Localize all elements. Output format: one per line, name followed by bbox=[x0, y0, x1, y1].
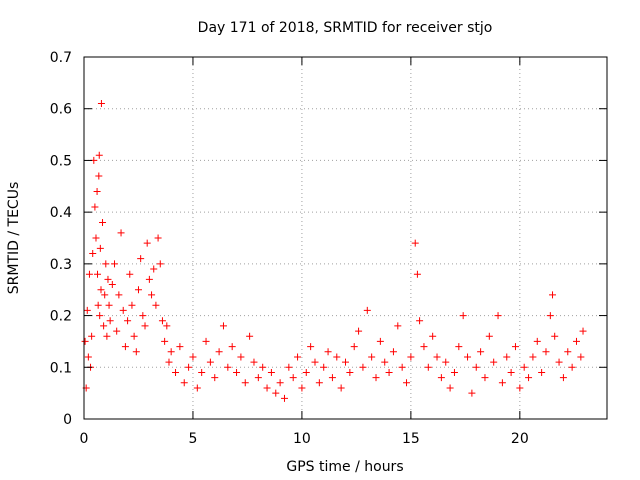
y-tick-label: 0.4 bbox=[50, 205, 72, 221]
x-tick-label: 15 bbox=[402, 431, 420, 447]
y-axis-label: SRMTID / TECUs bbox=[6, 182, 22, 295]
y-tick-label: 0.6 bbox=[50, 102, 72, 118]
y-tick-label: 0.1 bbox=[50, 360, 72, 376]
chart-title: Day 171 of 2018, SRMTID for receiver stj… bbox=[198, 20, 493, 36]
x-tick-label: 0 bbox=[80, 431, 89, 447]
y-tick-label: 0.2 bbox=[50, 309, 72, 325]
x-axis-label: GPS time / hours bbox=[286, 459, 403, 475]
y-tick-label: 0 bbox=[63, 412, 72, 428]
x-tick-label: 5 bbox=[188, 431, 197, 447]
x-tick-label: 10 bbox=[293, 431, 311, 447]
y-tick-label: 0.7 bbox=[50, 50, 72, 66]
x-tick-label: 20 bbox=[511, 431, 529, 447]
chart: 0 0.1 0.2 0.3 0.4 0.5 0.6 0.7 0 5 10 15 20 Day 171 o… bbox=[0, 0, 640, 480]
y-tick-label: 0.5 bbox=[50, 153, 72, 169]
y-tick-label: 0.3 bbox=[50, 257, 72, 273]
